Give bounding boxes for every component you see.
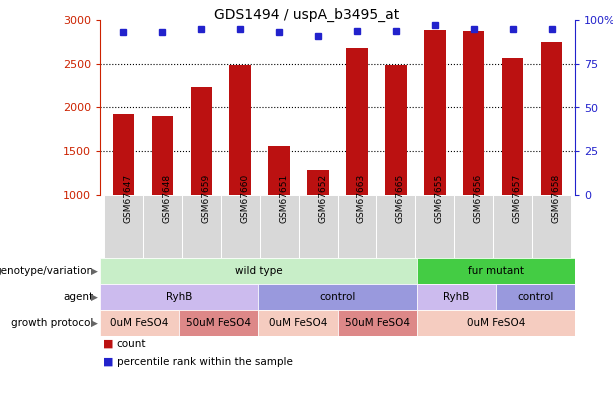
FancyBboxPatch shape (417, 258, 575, 284)
Text: GSM67665: GSM67665 (396, 173, 405, 223)
FancyBboxPatch shape (376, 195, 416, 258)
Text: growth protocol: growth protocol (12, 318, 94, 328)
FancyBboxPatch shape (260, 195, 299, 258)
Text: ▶: ▶ (91, 266, 98, 275)
FancyBboxPatch shape (417, 284, 496, 310)
Bar (385, 65, 406, 195)
FancyBboxPatch shape (258, 310, 338, 336)
Text: GSM67663: GSM67663 (357, 173, 366, 223)
FancyBboxPatch shape (493, 195, 532, 258)
Bar (191, 87, 212, 195)
FancyBboxPatch shape (299, 195, 338, 258)
FancyBboxPatch shape (104, 195, 143, 258)
Text: control: control (319, 292, 356, 302)
Text: GSM67657: GSM67657 (512, 173, 522, 223)
FancyBboxPatch shape (258, 284, 417, 310)
Text: RyhB: RyhB (166, 292, 192, 302)
Text: wild type: wild type (235, 266, 282, 276)
FancyBboxPatch shape (100, 258, 417, 284)
Text: fur mutant: fur mutant (468, 266, 524, 276)
FancyBboxPatch shape (416, 195, 454, 258)
Text: GDS1494 / uspA_b3495_at: GDS1494 / uspA_b3495_at (214, 8, 399, 22)
Bar (463, 31, 484, 195)
Text: ▶: ▶ (91, 292, 98, 301)
Text: GSM67651: GSM67651 (279, 173, 288, 223)
Bar (424, 30, 446, 195)
Text: 0uM FeSO4: 0uM FeSO4 (466, 318, 525, 328)
Bar (307, 170, 329, 195)
Bar (268, 146, 290, 195)
FancyBboxPatch shape (179, 310, 258, 336)
FancyBboxPatch shape (100, 310, 179, 336)
FancyBboxPatch shape (417, 310, 575, 336)
Bar (229, 65, 251, 195)
Text: GSM67652: GSM67652 (318, 174, 327, 223)
Text: 0uM FeSO4: 0uM FeSO4 (110, 318, 169, 328)
FancyBboxPatch shape (221, 195, 260, 258)
Bar (502, 58, 524, 195)
Text: control: control (517, 292, 554, 302)
Text: ■: ■ (103, 357, 113, 367)
FancyBboxPatch shape (100, 284, 258, 310)
FancyBboxPatch shape (454, 195, 493, 258)
FancyBboxPatch shape (532, 195, 571, 258)
FancyBboxPatch shape (143, 195, 182, 258)
FancyBboxPatch shape (182, 195, 221, 258)
Text: GSM67658: GSM67658 (552, 173, 561, 223)
Text: 0uM FeSO4: 0uM FeSO4 (268, 318, 327, 328)
Bar (113, 114, 134, 195)
FancyBboxPatch shape (338, 310, 417, 336)
Bar (541, 42, 562, 195)
Text: count: count (116, 339, 146, 349)
FancyBboxPatch shape (496, 284, 575, 310)
Text: agent: agent (64, 292, 94, 302)
Text: 50uM FeSO4: 50uM FeSO4 (345, 318, 409, 328)
Text: GSM67659: GSM67659 (201, 173, 210, 223)
Bar (346, 48, 368, 195)
Text: percentile rank within the sample: percentile rank within the sample (116, 357, 292, 367)
Text: genotype/variation: genotype/variation (0, 266, 94, 276)
Text: GSM67648: GSM67648 (162, 174, 171, 223)
Text: ■: ■ (103, 339, 113, 349)
Bar (151, 116, 173, 195)
Text: 50uM FeSO4: 50uM FeSO4 (186, 318, 251, 328)
Text: RyhB: RyhB (443, 292, 470, 302)
Text: GSM67655: GSM67655 (435, 173, 444, 223)
Text: GSM67647: GSM67647 (123, 174, 132, 223)
Text: ▶: ▶ (91, 318, 98, 328)
FancyBboxPatch shape (338, 195, 376, 258)
Text: GSM67660: GSM67660 (240, 173, 249, 223)
Text: GSM67656: GSM67656 (474, 173, 483, 223)
